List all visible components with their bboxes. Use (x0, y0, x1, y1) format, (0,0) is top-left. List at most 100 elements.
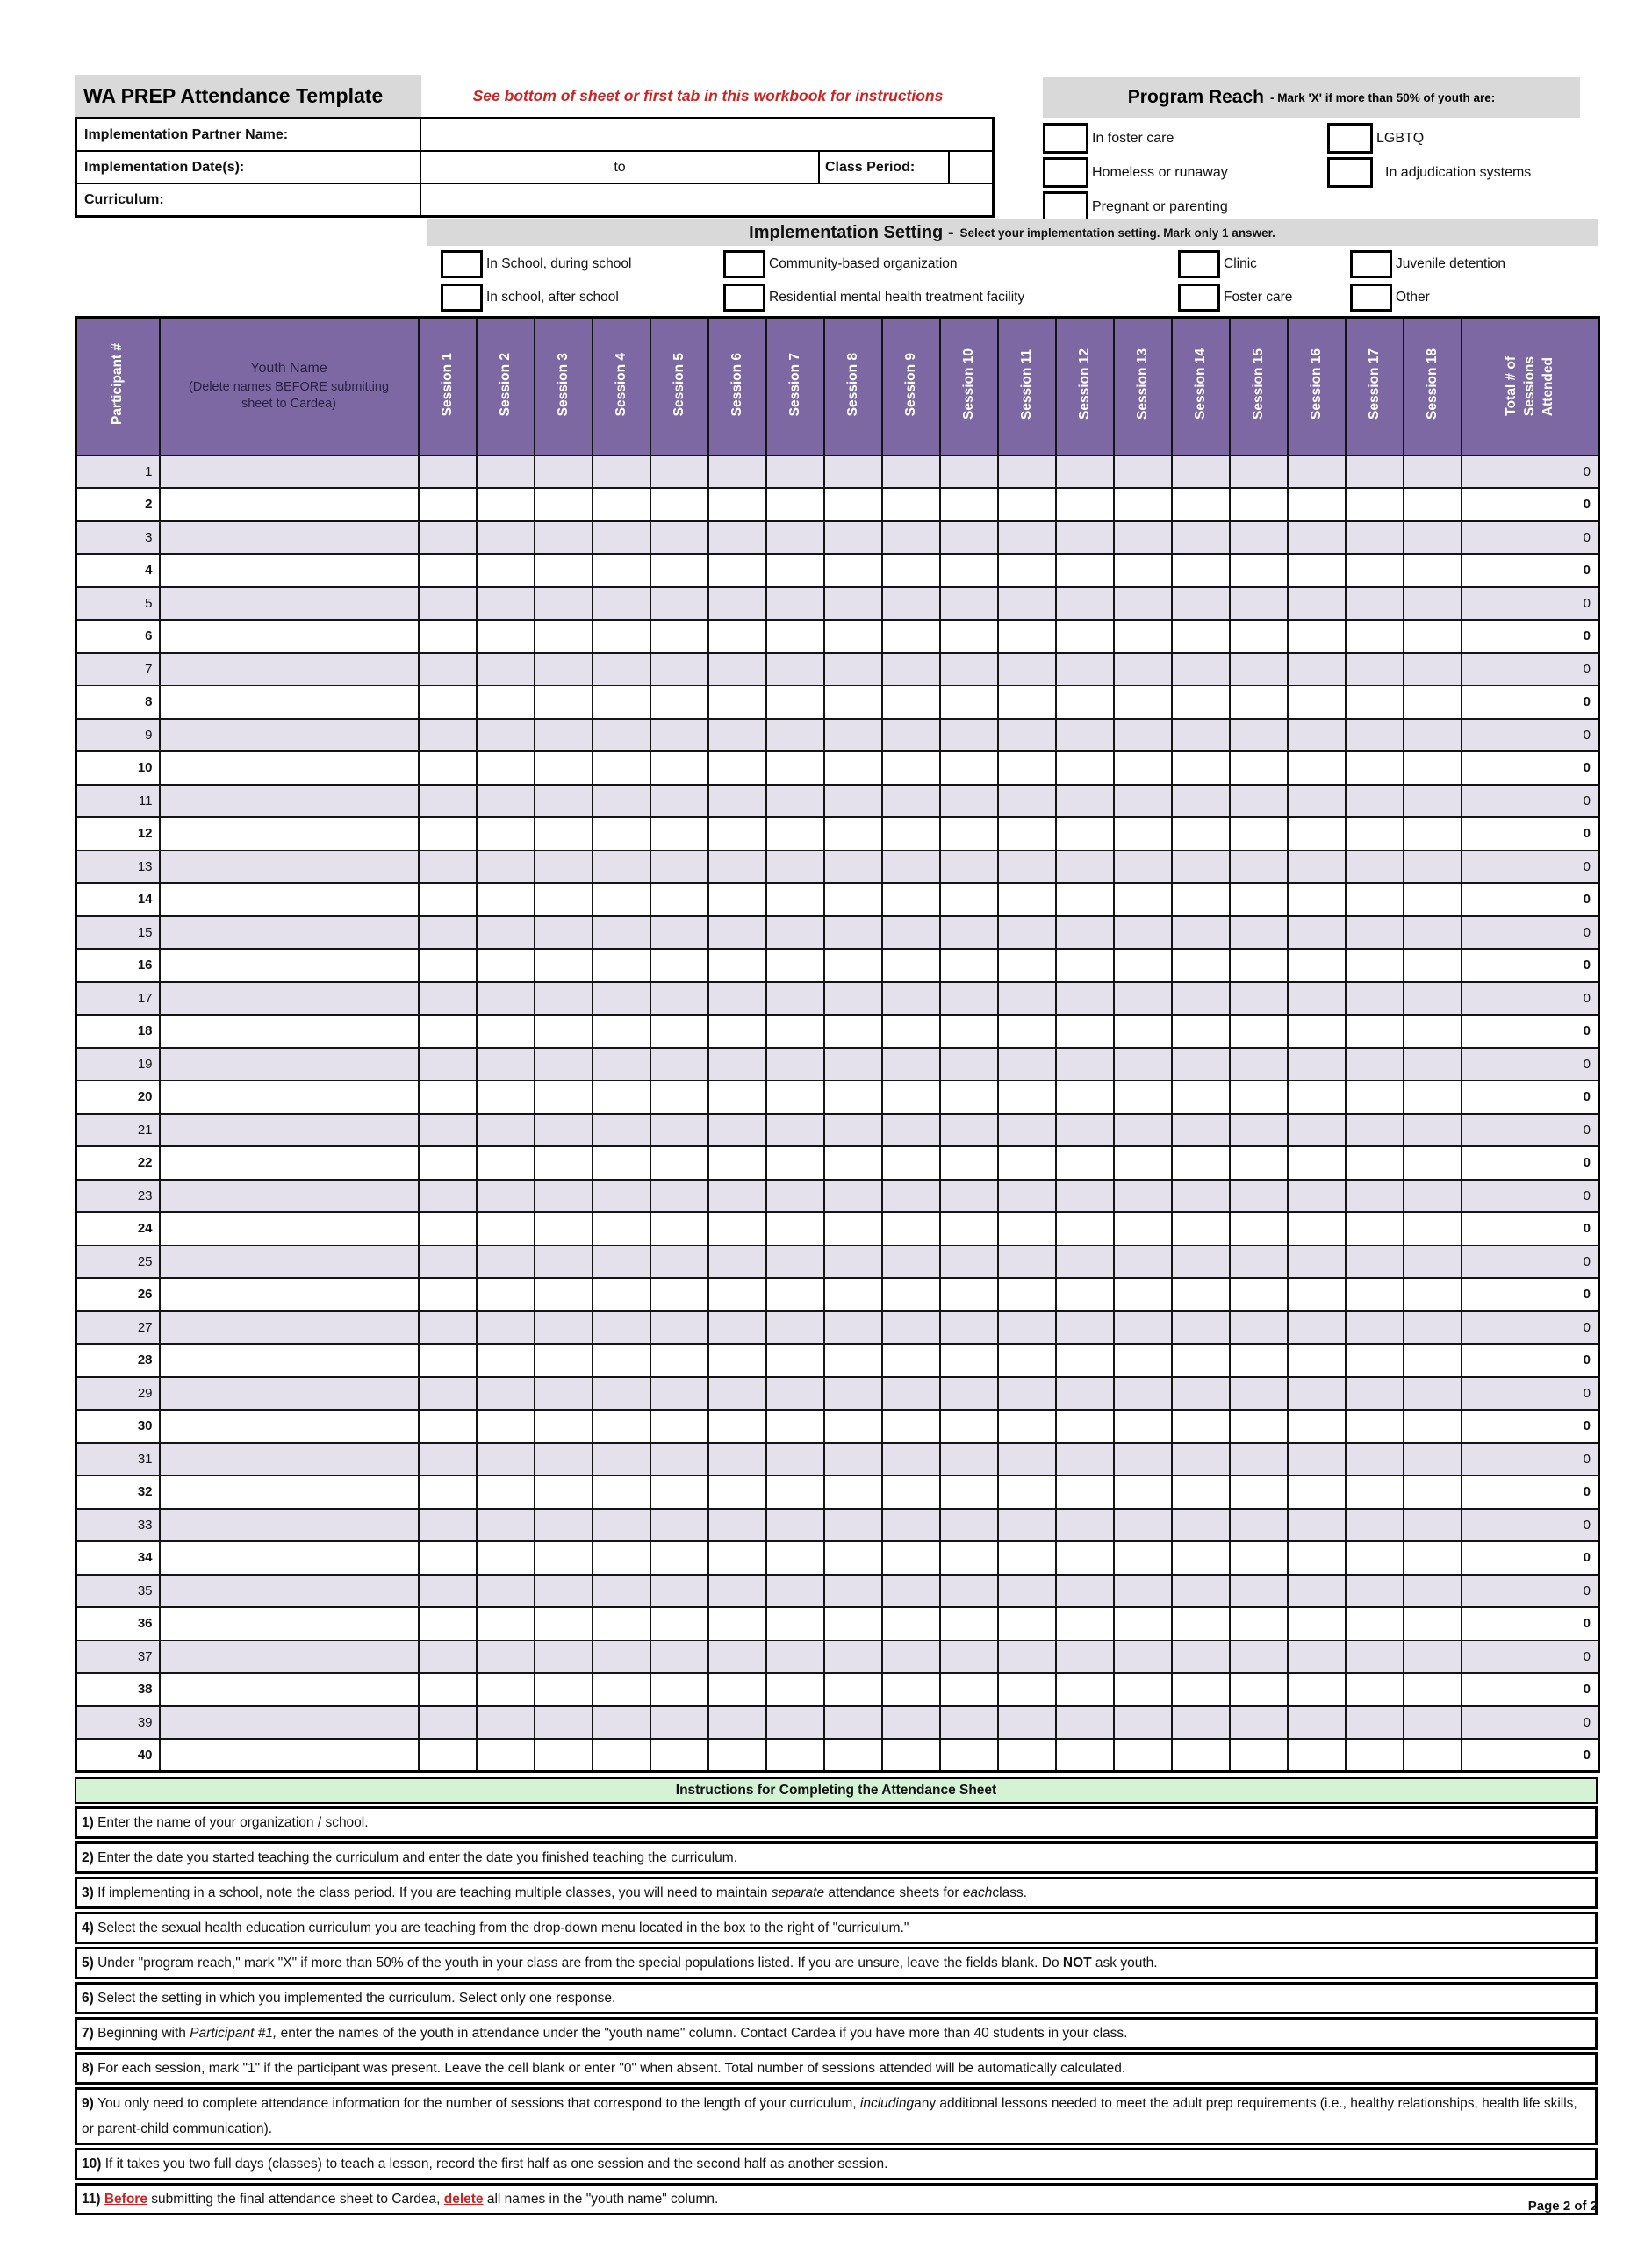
session-cell[interactable] (707, 882, 767, 917)
checkbox[interactable] (1043, 123, 1088, 154)
session-cell[interactable] (1112, 1375, 1173, 1411)
session-cell[interactable] (1286, 1211, 1347, 1246)
session-cell[interactable] (1170, 1540, 1231, 1576)
session-cell[interactable] (1286, 1375, 1347, 1411)
session-cell[interactable] (591, 619, 651, 654)
session-cell[interactable] (1112, 1145, 1173, 1181)
session-cell[interactable] (1228, 454, 1289, 489)
session-cell[interactable] (649, 849, 709, 884)
youth-name-cell[interactable] (158, 1211, 420, 1246)
session-cell[interactable] (822, 1441, 883, 1476)
youth-name-cell[interactable] (158, 553, 420, 588)
session-cell[interactable] (649, 1507, 709, 1542)
session-cell[interactable] (765, 1211, 825, 1246)
session-cell[interactable] (938, 1145, 999, 1181)
session-cell[interactable] (938, 1409, 999, 1444)
session-cell[interactable] (938, 685, 999, 720)
class-period-input[interactable] (950, 152, 992, 183)
session-cell[interactable] (880, 1014, 941, 1049)
session-cell[interactable] (1228, 750, 1289, 786)
session-cell[interactable] (1112, 948, 1173, 983)
session-cell[interactable] (707, 1112, 767, 1147)
session-cell[interactable] (1170, 1606, 1231, 1641)
session-cell[interactable] (938, 1540, 999, 1576)
session-cell[interactable] (1344, 1310, 1404, 1345)
session-cell[interactable] (1170, 1244, 1231, 1279)
checkbox[interactable] (441, 250, 483, 278)
session-cell[interactable] (1402, 651, 1462, 686)
session-cell[interactable] (1402, 1080, 1462, 1115)
session-cell[interactable] (1286, 915, 1347, 950)
session-cell[interactable] (1228, 1573, 1289, 1608)
session-cell[interactable] (533, 520, 593, 555)
session-cell[interactable] (1170, 585, 1231, 621)
session-cell[interactable] (475, 1145, 535, 1181)
session-cell[interactable] (417, 1244, 478, 1279)
session-cell[interactable] (938, 816, 999, 851)
session-cell[interactable] (417, 849, 478, 884)
session-cell[interactable] (475, 520, 535, 555)
session-cell[interactable] (1170, 1277, 1231, 1312)
youth-name-cell[interactable] (158, 1606, 420, 1641)
session-cell[interactable] (1170, 717, 1231, 752)
session-cell[interactable] (880, 585, 941, 621)
session-cell[interactable] (1402, 454, 1462, 489)
session-cell[interactable] (1054, 915, 1115, 950)
session-cell[interactable] (707, 1672, 767, 1707)
session-cell[interactable] (938, 1606, 999, 1641)
session-cell[interactable] (1286, 1606, 1347, 1641)
session-cell[interactable] (1054, 1606, 1115, 1641)
session-cell[interactable] (533, 750, 593, 786)
session-cell[interactable] (475, 1375, 535, 1411)
session-cell[interactable] (417, 816, 478, 851)
session-cell[interactable] (1112, 1211, 1173, 1246)
session-cell[interactable] (533, 1080, 593, 1115)
session-cell[interactable] (1286, 717, 1347, 752)
session-cell[interactable] (822, 882, 883, 917)
session-cell[interactable] (822, 1606, 883, 1641)
session-cell[interactable] (1170, 1409, 1231, 1444)
session-cell[interactable] (707, 1573, 767, 1608)
session-cell[interactable] (996, 487, 1057, 522)
session-cell[interactable] (533, 1178, 593, 1213)
session-cell[interactable] (822, 849, 883, 884)
session-cell[interactable] (707, 783, 767, 818)
checkbox[interactable] (1043, 191, 1088, 222)
session-cell[interactable] (1228, 1672, 1289, 1707)
session-cell[interactable] (822, 651, 883, 686)
session-cell[interactable] (1286, 980, 1347, 1016)
session-cell[interactable] (649, 1014, 709, 1049)
session-cell[interactable] (1054, 1375, 1115, 1411)
session-cell[interactable] (1170, 1343, 1231, 1378)
youth-name-cell[interactable] (158, 1573, 420, 1608)
session-cell[interactable] (822, 454, 883, 489)
session-cell[interactable] (1344, 1409, 1404, 1444)
session-cell[interactable] (1402, 553, 1462, 588)
session-cell[interactable] (1286, 520, 1347, 555)
session-cell[interactable] (1344, 1573, 1404, 1608)
session-cell[interactable] (533, 454, 593, 489)
session-cell[interactable] (1170, 1375, 1231, 1411)
session-cell[interactable] (1402, 1738, 1462, 1773)
session-cell[interactable] (996, 717, 1057, 752)
session-cell[interactable] (1054, 750, 1115, 786)
session-cell[interactable] (1228, 1738, 1289, 1773)
session-cell[interactable] (649, 717, 709, 752)
session-cell[interactable] (591, 1244, 651, 1279)
session-cell[interactable] (822, 1738, 883, 1773)
session-cell[interactable] (765, 454, 825, 489)
session-cell[interactable] (533, 685, 593, 720)
session-cell[interactable] (707, 948, 767, 983)
session-cell[interactable] (707, 1211, 767, 1246)
session-cell[interactable] (533, 1573, 593, 1608)
session-cell[interactable] (822, 948, 883, 983)
session-cell[interactable] (417, 1310, 478, 1345)
session-cell[interactable] (1112, 1507, 1173, 1542)
session-cell[interactable] (1286, 1507, 1347, 1542)
session-cell[interactable] (475, 980, 535, 1016)
session-cell[interactable] (417, 1145, 478, 1181)
session-cell[interactable] (591, 849, 651, 884)
session-cell[interactable] (1170, 520, 1231, 555)
session-cell[interactable] (417, 1606, 478, 1641)
session-cell[interactable] (1170, 454, 1231, 489)
